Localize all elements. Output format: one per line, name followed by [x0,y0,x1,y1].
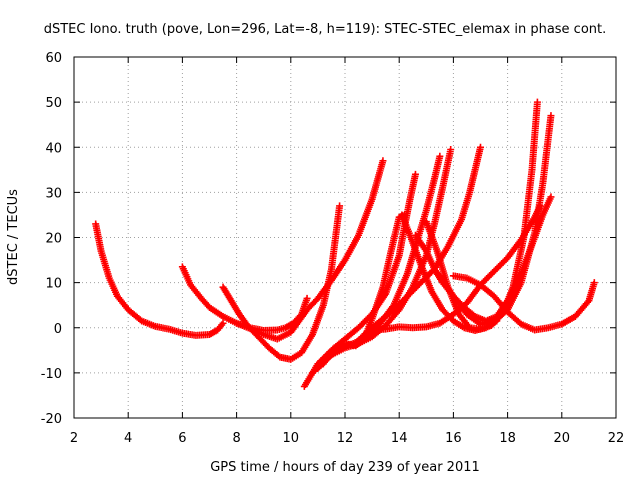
x-tick-label: 18 [499,431,516,446]
series-10 [398,211,501,334]
data-points [92,98,598,390]
grid [74,57,616,418]
y-axis-label: dSTEC / TECUs [6,189,21,285]
x-tick-label: 14 [391,431,408,446]
series-14 [449,272,598,334]
series-8 [349,143,484,350]
y-tick-label: -10 [41,367,62,382]
axis-ticks: 2 4 6 8 10 12 14 16 18 20 22 -20 -10 0 10 20 30 40 50 60 [41,51,625,446]
y-tick-label: 20 [45,232,62,247]
x-tick-label: 12 [337,431,354,446]
series-markers [422,98,541,333]
series-markers [398,211,501,334]
y-tick-label: -20 [41,412,62,427]
series-markers [300,170,419,390]
series-0 [92,220,227,339]
y-tick-label: 50 [45,96,62,111]
x-tick-label: 8 [232,431,240,446]
y-tick-label: 30 [45,186,62,201]
chart-title: dSTEC Iono. truth (pove, Lon=296, Lat=-8… [44,22,607,37]
series-markers [233,157,387,343]
x-axis-label: GPS time / hours of day 239 of year 2011 [210,460,480,475]
y-tick-label: 60 [45,51,62,66]
series-markers [92,220,227,339]
series-3 [233,157,387,343]
y-tick-label: 40 [45,141,62,156]
x-tick-label: 10 [283,431,300,446]
series-markers [349,143,484,350]
series-markers [449,272,598,334]
x-tick-label: 16 [445,431,462,446]
x-tick-label: 2 [70,431,78,446]
series-4 [300,170,419,390]
x-tick-label: 6 [178,431,186,446]
x-tick-label: 22 [608,431,625,446]
x-tick-label: 4 [124,431,132,446]
y-tick-label: 0 [54,322,62,337]
y-tick-label: 10 [45,277,62,292]
series-12 [422,98,541,333]
x-tick-label: 20 [554,431,571,446]
